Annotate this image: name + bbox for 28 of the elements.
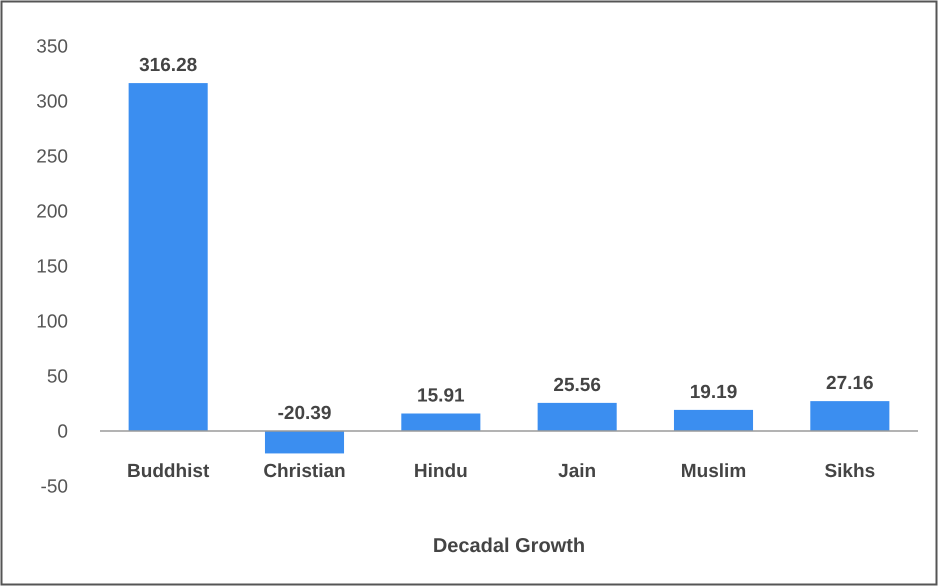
y-tick-label: 0 [57,422,68,443]
y-tick-label: 150 [36,256,68,278]
bar [401,414,480,431]
data-label: 15.91 [417,386,466,406]
bar [674,410,754,431]
bar [810,401,890,431]
y-tick-label: 200 [36,202,68,223]
y-tick-label: 300 [36,92,68,113]
x-tick-label: Buddhist [127,461,210,482]
x-tick-label: Hindu [414,461,468,482]
data-label: 316.28 [139,55,198,76]
x-tick-label: Christian [263,461,346,482]
y-tick-label: 50 [46,366,68,388]
y-tick-label: 100 [36,312,68,333]
x-tick-label: Jain [558,461,596,482]
data-label: -20.39 [278,403,332,424]
data-label: 25.56 [553,374,601,396]
bar [264,431,344,454]
x-tick-label: Sikhs [824,461,876,482]
data-label: 27.16 [826,373,874,394]
data-label: 19.19 [690,382,738,403]
y-tick-label: 350 [36,36,68,58]
x-axis-title: Decadal Growth [432,535,586,557]
bar [128,83,208,431]
y-tick-label: -50 [40,476,68,498]
x-tick-label: Muslim [680,461,746,482]
y-tick-label: 250 [36,146,68,168]
bar [538,402,617,431]
